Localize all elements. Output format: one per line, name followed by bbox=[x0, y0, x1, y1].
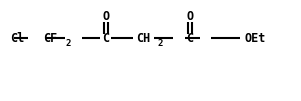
Text: C: C bbox=[102, 32, 110, 45]
Text: CF: CF bbox=[43, 32, 57, 45]
Text: CH: CH bbox=[136, 32, 150, 45]
Text: C: C bbox=[186, 32, 194, 45]
Text: 2: 2 bbox=[158, 39, 163, 48]
Text: OEt: OEt bbox=[244, 32, 266, 45]
Text: Cl: Cl bbox=[10, 32, 24, 45]
Text: O: O bbox=[186, 9, 194, 23]
Text: 2: 2 bbox=[66, 39, 71, 48]
Text: O: O bbox=[102, 9, 110, 23]
